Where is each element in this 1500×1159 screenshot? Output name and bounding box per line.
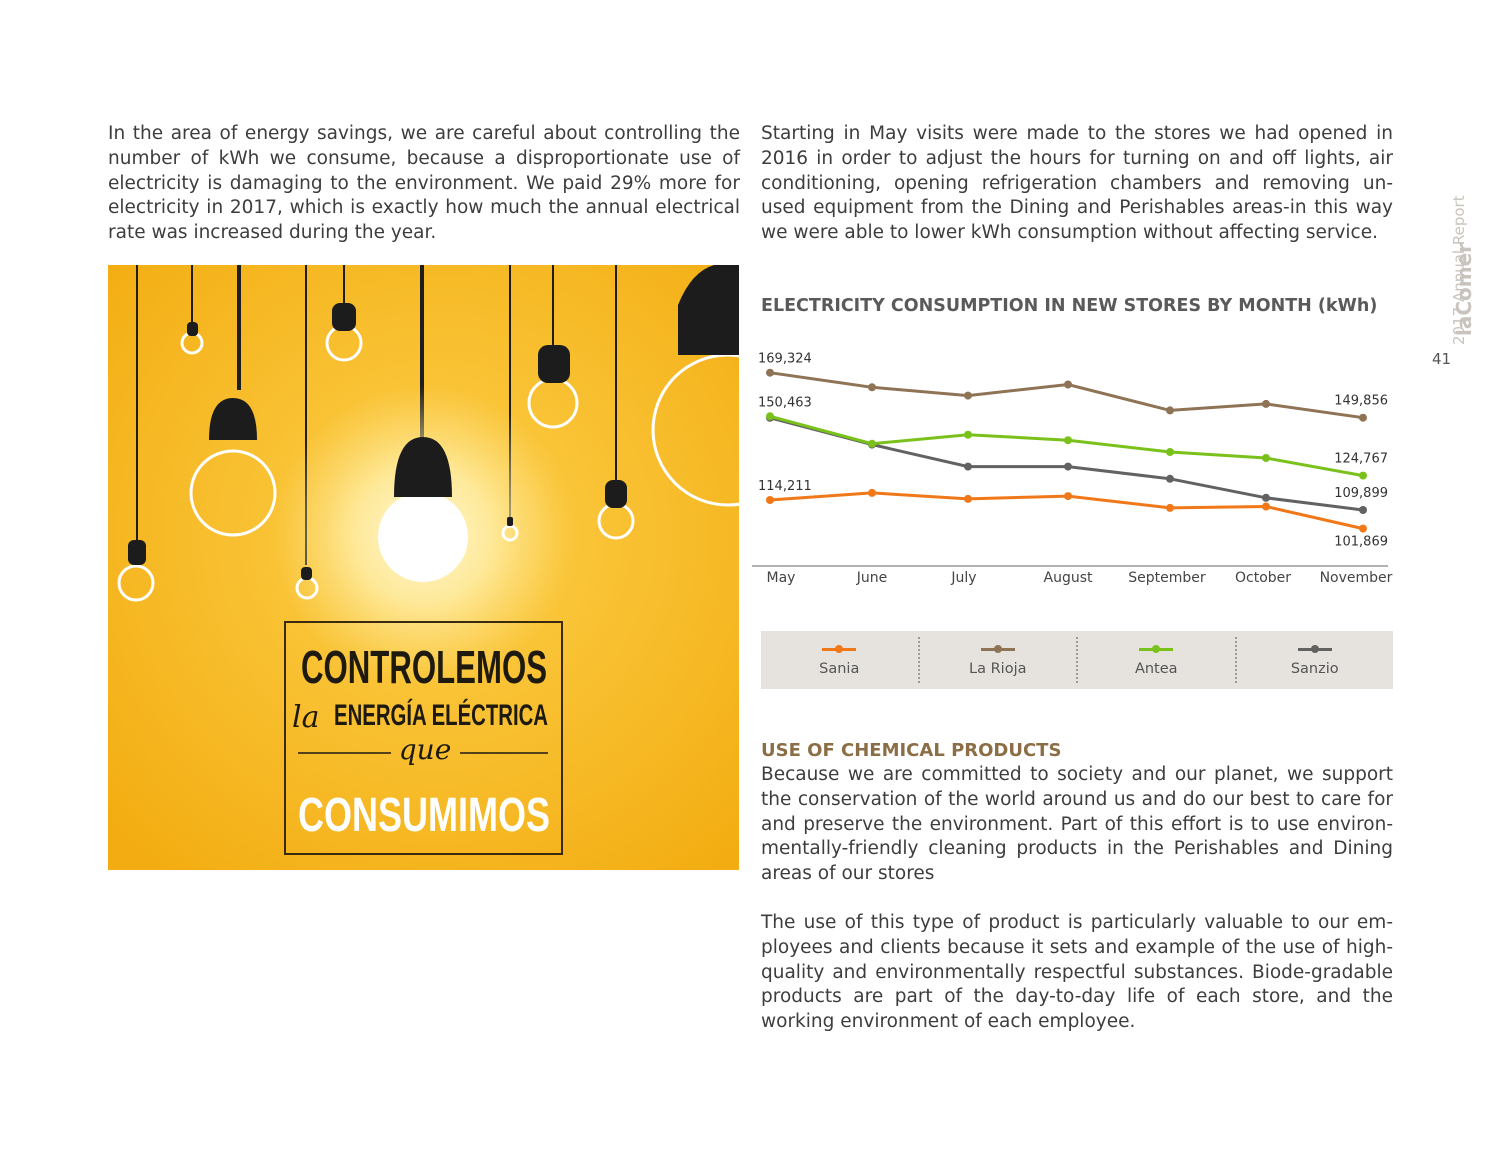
legend-item-la-rioja: La Rioja — [917, 637, 1077, 683]
legend-label: Sanzio — [1290, 661, 1339, 677]
section-paragraph-1: Because we are committed to society and … — [761, 764, 1393, 885]
legend-swatch-sania — [822, 643, 857, 655]
data-label-antea-last: 124,767 — [1334, 452, 1388, 467]
data-point-antea — [1064, 436, 1072, 445]
data-point-sanzio — [964, 462, 972, 471]
page-number: 41 — [1432, 350, 1452, 368]
data-label-la-rioja-first: 169,324 — [758, 352, 812, 367]
data-point-la-rioja — [964, 391, 972, 400]
data-point-la-rioja — [1359, 413, 1367, 422]
x-tick-label: May — [767, 570, 796, 586]
x-tick-label: November — [1320, 570, 1393, 586]
poster-line-4: CONSUMIMOS — [298, 789, 550, 842]
poster-line-1: CONTROLEMOS — [301, 641, 547, 693]
data-point-la-rioja — [1166, 406, 1174, 415]
x-tick-label: June — [856, 570, 888, 586]
data-point-antea — [964, 430, 972, 439]
section-paragraph-2: The use of this type of product is parti… — [761, 912, 1393, 1033]
data-label-la-rioja-last: 149,856 — [1334, 394, 1388, 409]
data-point-antea — [868, 439, 876, 448]
data-point-sanzio — [1166, 474, 1174, 483]
legend-item-sania: Sania — [761, 637, 918, 683]
x-tick-label: July — [950, 570, 976, 586]
data-point-sania — [964, 494, 972, 503]
data-point-sanzio — [1359, 506, 1367, 514]
data-point-sania — [766, 496, 774, 504]
legend-label: Antea — [1134, 661, 1178, 677]
data-label-sania-first: 114,211 — [758, 479, 812, 494]
data-label-sania-last: 101,869 — [1334, 535, 1388, 550]
legend-item-sanzio: Sanzio — [1234, 637, 1394, 683]
legend-item-antea: Antea — [1076, 637, 1235, 683]
data-point-sanzio — [1064, 462, 1072, 471]
x-tick-label: August — [1044, 570, 1094, 586]
data-point-sania — [1359, 524, 1367, 533]
data-point-sania — [1064, 492, 1072, 501]
poster-line-2: ENERGÍA ELÉCTRICA — [334, 698, 548, 732]
data-point-sania — [868, 488, 876, 497]
data-point-antea — [1359, 471, 1367, 480]
data-label-antea-first: 150,463 — [758, 395, 812, 410]
legend-swatch-antea — [1139, 643, 1174, 655]
data-point-antea — [766, 412, 774, 421]
chart-legend: Sania La Rioja Antea Sanzio — [761, 631, 1393, 689]
data-point-sania — [1166, 503, 1174, 512]
data-point-la-rioja — [1064, 380, 1072, 389]
data-point-sanzio — [1262, 493, 1270, 502]
light-bulbs-illustration: CONTROLEMOS la ENERGÍA ELÉCTRICA que CON… — [108, 265, 739, 870]
legend-swatch-la-rioja — [980, 643, 1015, 655]
x-tick-label: September — [1128, 570, 1206, 586]
legend-label: Sania — [819, 661, 860, 677]
data-point-antea — [1166, 448, 1174, 456]
data-point-la-rioja — [1262, 399, 1270, 408]
intro-paragraph-left: In the area of energy savings, we are ca… — [108, 123, 740, 244]
legend-label: La Rioja — [969, 661, 1027, 677]
data-point-la-rioja — [766, 368, 774, 377]
brand-logo: laComer — [1452, 242, 1476, 336]
data-point-antea — [1262, 454, 1270, 462]
poster-script-la: la — [292, 700, 319, 735]
data-point-la-rioja — [868, 383, 876, 392]
data-label-sanzio-last: 109,899 — [1334, 486, 1388, 501]
data-point-sania — [1262, 502, 1270, 511]
chart-title: ELECTRICITY CONSUMPTION IN NEW STORES BY… — [761, 296, 1378, 316]
section-heading: USE OF CHEMICAL PRODUCTS — [761, 740, 1062, 761]
energy-poster-image: CONTROLEMOS la ENERGÍA ELÉCTRICA que CON… — [108, 265, 739, 870]
x-tick-label: October — [1235, 570, 1291, 586]
legend-swatch-sanzio — [1297, 643, 1332, 655]
poster-script-que: que — [399, 733, 452, 766]
series-line-la-rioja — [769, 371, 1364, 420]
electricity-line-chart: 169,324 149,856 109,899 150,463 124,767 114,2… — [752, 352, 1393, 586]
intro-paragraph-right: Starting in May visits were made to the … — [761, 123, 1393, 244]
